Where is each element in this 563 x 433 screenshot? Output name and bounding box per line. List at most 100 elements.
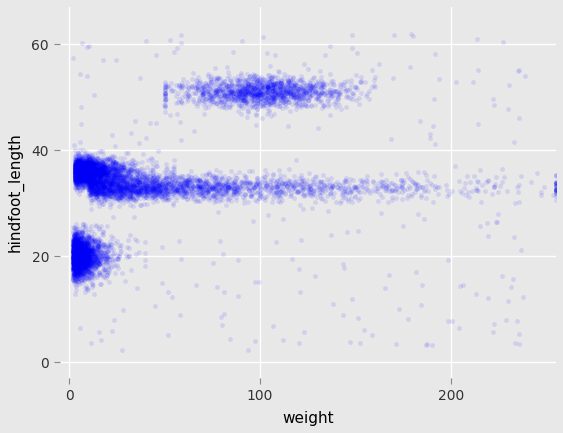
Point bbox=[99, 177, 108, 184]
Point bbox=[86, 165, 95, 172]
Point bbox=[75, 236, 84, 243]
Point bbox=[199, 182, 208, 189]
Point bbox=[104, 189, 113, 196]
Point bbox=[79, 172, 88, 179]
Point bbox=[180, 179, 189, 186]
Point bbox=[224, 183, 233, 190]
Point bbox=[233, 184, 242, 191]
Point bbox=[100, 168, 109, 175]
Point bbox=[88, 172, 97, 179]
Point bbox=[155, 186, 164, 193]
Point bbox=[269, 88, 278, 95]
Point bbox=[69, 264, 78, 271]
Point bbox=[71, 177, 80, 184]
Point bbox=[69, 258, 78, 265]
Point bbox=[184, 91, 193, 98]
Point bbox=[200, 84, 209, 91]
Point bbox=[289, 93, 298, 100]
Point bbox=[149, 174, 158, 181]
Point bbox=[199, 101, 208, 108]
Point bbox=[71, 174, 80, 181]
Point bbox=[153, 186, 162, 193]
Point bbox=[104, 169, 113, 176]
Point bbox=[117, 190, 126, 197]
Point bbox=[102, 197, 111, 204]
Point bbox=[129, 183, 138, 190]
Point bbox=[118, 196, 127, 203]
Point bbox=[106, 263, 115, 270]
Point bbox=[70, 251, 79, 258]
Point bbox=[129, 183, 138, 190]
Point bbox=[294, 86, 303, 93]
Point bbox=[407, 192, 416, 199]
Point bbox=[86, 184, 95, 191]
Point bbox=[90, 253, 99, 260]
Point bbox=[70, 245, 79, 252]
Point bbox=[132, 190, 141, 197]
Point bbox=[71, 252, 80, 259]
Point bbox=[270, 80, 279, 87]
Point bbox=[267, 90, 276, 97]
Point bbox=[76, 246, 85, 252]
Point bbox=[96, 244, 105, 251]
Point bbox=[342, 91, 351, 98]
Point bbox=[269, 87, 278, 94]
Point bbox=[115, 184, 124, 191]
Point bbox=[173, 186, 182, 193]
Point bbox=[82, 250, 91, 257]
Point bbox=[70, 255, 79, 262]
Point bbox=[99, 249, 108, 255]
Point bbox=[96, 191, 105, 197]
Point bbox=[77, 244, 86, 251]
Point bbox=[82, 154, 91, 161]
Point bbox=[104, 187, 113, 194]
Point bbox=[102, 191, 111, 198]
Point bbox=[219, 100, 228, 107]
Point bbox=[300, 94, 309, 101]
Point bbox=[70, 239, 79, 246]
Point bbox=[471, 291, 480, 298]
Point bbox=[70, 290, 79, 297]
Point bbox=[177, 172, 186, 179]
Point bbox=[272, 91, 281, 98]
Point bbox=[270, 100, 279, 107]
Point bbox=[74, 173, 83, 180]
Point bbox=[110, 257, 119, 264]
Point bbox=[160, 108, 169, 115]
Point bbox=[257, 81, 266, 88]
Point bbox=[75, 248, 84, 255]
Point bbox=[245, 180, 254, 187]
Point bbox=[72, 258, 81, 265]
Point bbox=[266, 90, 275, 97]
Point bbox=[314, 94, 323, 101]
Point bbox=[223, 178, 232, 184]
Point bbox=[97, 189, 106, 196]
Point bbox=[72, 163, 81, 170]
Point bbox=[71, 165, 80, 172]
Point bbox=[119, 165, 128, 171]
Point bbox=[90, 161, 99, 168]
Point bbox=[86, 172, 95, 179]
Point bbox=[108, 246, 117, 253]
Point bbox=[163, 197, 172, 204]
Point bbox=[208, 185, 217, 192]
Point bbox=[82, 174, 91, 181]
Point bbox=[72, 261, 81, 268]
Point bbox=[88, 180, 97, 187]
Point bbox=[97, 185, 106, 192]
Point bbox=[263, 85, 272, 92]
Point bbox=[77, 176, 86, 183]
Point bbox=[74, 241, 83, 248]
Point bbox=[86, 169, 95, 176]
Point bbox=[83, 160, 92, 167]
Point bbox=[209, 82, 218, 89]
Point bbox=[233, 187, 242, 194]
Point bbox=[73, 184, 82, 191]
Point bbox=[74, 262, 83, 269]
Point bbox=[73, 152, 82, 158]
Point bbox=[99, 273, 108, 280]
Point bbox=[69, 231, 78, 238]
Point bbox=[92, 255, 101, 262]
Point bbox=[73, 170, 82, 177]
Point bbox=[202, 186, 211, 193]
